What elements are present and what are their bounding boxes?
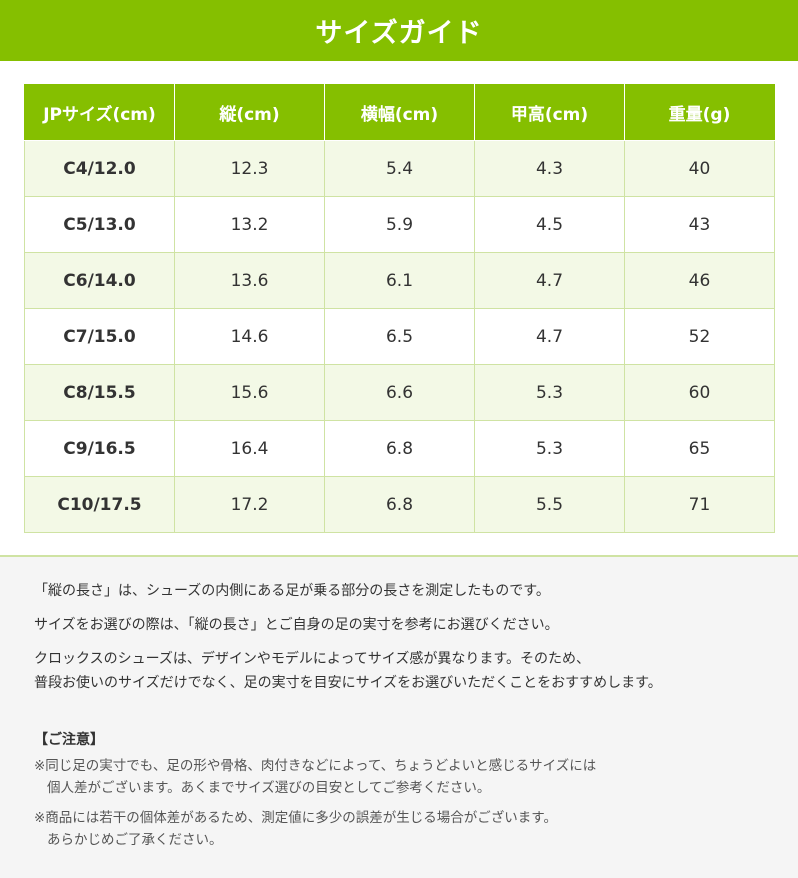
table-cell: 6.8	[324, 420, 475, 477]
table-cell: 5.3	[474, 364, 625, 421]
header-row: JPサイズ(cm) 縦(cm) 横幅(cm) 甲高(cm) 重量(g)	[24, 84, 775, 141]
table-cell: 13.6	[174, 252, 325, 309]
column-header: 横幅(cm)	[324, 84, 475, 141]
table-cell: C9/16.5	[24, 420, 175, 477]
table-cell: 52	[624, 308, 775, 365]
header: サイズガイド	[0, 0, 798, 61]
caution-line: 個人差がございます。あくまでサイズ選びの目安としてご参考ください。	[47, 780, 491, 796]
table-cell: 4.7	[474, 252, 625, 309]
table-cell: C8/15.5	[24, 364, 175, 421]
table-cell: 4.5	[474, 196, 625, 253]
table-cell: 13.2	[174, 196, 325, 253]
table-cell: 17.2	[174, 476, 325, 533]
table-cell: 12.3	[174, 140, 325, 197]
table-cell: 14.6	[174, 308, 325, 365]
caution-line: あらかじめご了承ください。	[47, 832, 223, 848]
notes: 「縦の長さ」は、シューズの内側にある足が乗る部分の長さを測定したものです。 サイズ…	[0, 555, 798, 878]
table-cell: C10/17.5	[24, 476, 175, 533]
column-header: 甲高(cm)	[474, 84, 625, 141]
table-cell: 16.4	[174, 420, 325, 477]
column-header: 重量(g)	[624, 84, 775, 141]
table-row: C6/14.0 13.6 6.1 4.7 46	[24, 252, 775, 309]
column-header: 縦(cm)	[174, 84, 325, 141]
table-cell: C7/15.0	[24, 308, 175, 365]
table-cell: 6.1	[324, 252, 475, 309]
table-cell: 5.4	[324, 140, 475, 197]
table-row: C9/16.5 16.4 6.8 5.3 65	[24, 420, 775, 477]
table-cell: C4/12.0	[24, 140, 175, 197]
table-row: C10/17.5 17.2 6.8 5.5 71	[24, 476, 775, 533]
size-table: JPサイズ(cm) 縦(cm) 横幅(cm) 甲高(cm) 重量(g) C4/12.0 12…	[24, 84, 775, 533]
caution: ※同じ足の実寸でも、足の形や骨格、肉付きなどによって、ちょうどよいと感じるサイズ…	[34, 755, 798, 799]
table-cell: 65	[624, 420, 775, 477]
caution: ※商品には若干の個体差があるため、測定値に多少の誤差が生じる場合がございます。あ…	[34, 807, 798, 851]
table-cell: 46	[624, 252, 775, 309]
paragraph: クロックスのシューズは、デザインやモデルによってサイズ感が異なります。そのため、…	[34, 647, 798, 695]
caution-line: ※商品には若干の個体差があるため、測定値に多少の誤差が生じる場合がございます。	[34, 810, 557, 826]
table-cell: 15.6	[174, 364, 325, 421]
table-cell: 5.9	[324, 196, 475, 253]
paragraph-line: 普段お使いのサイズだけでなく、足の実寸を目安にサイズをお選びいただくことをおすす…	[34, 675, 662, 691]
table-cell: 5.5	[474, 476, 625, 533]
table-cell: 71	[624, 476, 775, 533]
paragraph-line: サイズをお選びの際は、「縦の長さ」とご自身の足の実寸を参考にお選びください。	[34, 617, 559, 633]
caution-line: ※同じ足の実寸でも、足の形や骨格、肉付きなどによって、ちょうどよいと感じるサイズ…	[34, 758, 597, 774]
table-cell: 4.3	[474, 140, 625, 197]
table-cell: 43	[624, 196, 775, 253]
table-cell: 40	[624, 140, 775, 197]
paragraph: 「縦の長さ」は、シューズの内側にある足が乗る部分の長さを測定したものです。	[34, 579, 798, 603]
table-cell: 6.6	[324, 364, 475, 421]
paragraph-line: クロックスのシューズは、デザインやモデルによってサイズ感が異なります。そのため、	[34, 651, 590, 667]
caution-title: 【ご注意】	[34, 732, 104, 748]
table-cell: 6.5	[324, 308, 475, 365]
table-cell: 5.3	[474, 420, 625, 477]
table-cell: 4.7	[474, 308, 625, 365]
paragraph: サイズをお選びの際は、「縦の長さ」とご自身の足の実寸を参考にお選びください。	[34, 613, 798, 637]
table-cell: 6.8	[324, 476, 475, 533]
table-cell: 60	[624, 364, 775, 421]
table-body: C4/12.0 12.3 5.4 4.3 40 C5/13.0 13.2 5.9 4.5 43 C6…	[24, 140, 775, 533]
table-row: C7/15.0 14.6 6.5 4.7 52	[24, 308, 775, 365]
table-row: C5/13.0 13.2 5.9 4.5 43	[24, 196, 775, 253]
title: サイズガイド	[315, 18, 483, 49]
table-cell: C6/14.0	[24, 252, 175, 309]
paragraph-line: 「縦の長さ」は、シューズの内側にある足が乗る部分の長さを測定したものです。	[34, 583, 550, 599]
table-row: C8/15.5 15.6 6.6 5.3 60	[24, 364, 775, 421]
table-cell: C5/13.0	[24, 196, 175, 253]
table-row: C4/12.0 12.3 5.4 4.3 40	[24, 140, 775, 197]
column-header: JPサイズ(cm)	[24, 84, 175, 141]
